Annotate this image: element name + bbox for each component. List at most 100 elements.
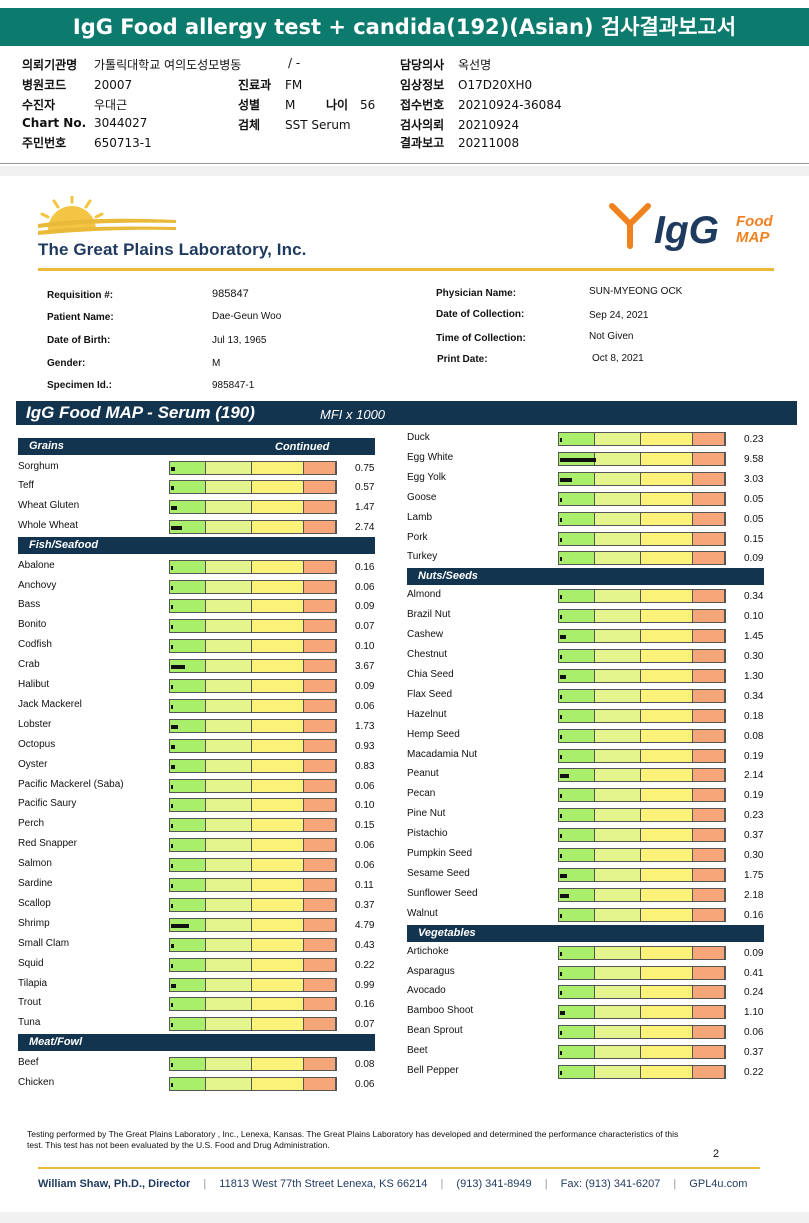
mild-zone	[595, 512, 641, 525]
normal-zone	[559, 769, 595, 782]
value-fill	[560, 674, 566, 679]
normal-zone	[559, 552, 595, 565]
value-fill	[560, 774, 569, 779]
mild-zone	[206, 739, 252, 752]
reactivity-bar	[558, 649, 726, 663]
mild-zone	[595, 809, 641, 822]
high-zone	[693, 492, 725, 505]
food-brand: Food	[736, 213, 773, 230]
normal-zone	[170, 958, 206, 971]
normal-zone	[170, 819, 206, 832]
food-value: 1.73	[355, 720, 375, 732]
food-name: Cashew	[407, 629, 444, 641]
moderate-zone	[641, 492, 693, 505]
value-fill	[560, 537, 562, 542]
food-name: Tilapia	[18, 977, 48, 989]
high-zone	[304, 779, 336, 792]
reactivity-bar	[558, 491, 726, 506]
result-row-beef: Beef 0.08	[18, 1054, 398, 1074]
moderate-zone	[252, 660, 304, 673]
result-row-pacific-mackerel-saba: Pacific Mackerel (Saba) 0.06	[18, 776, 398, 796]
value-fill	[171, 983, 176, 988]
high-zone	[693, 689, 725, 702]
normal-zone	[170, 640, 206, 653]
value-fill	[560, 615, 562, 620]
footer-address: 11813 West 77th Street Lenexa, KS 66214	[219, 1178, 428, 1190]
food-map-brand: Food MAP	[736, 214, 773, 246]
dept-label: 진료과	[238, 78, 272, 92]
food-value: 0.34	[744, 591, 764, 603]
food-value: 0.08	[744, 730, 764, 742]
result-row-red-snapper: Red Snapper 0.06	[18, 835, 398, 855]
high-zone	[304, 839, 336, 852]
result-row-egg-white: Egg White 9.58	[407, 449, 787, 469]
mild-zone	[595, 868, 641, 881]
reactivity-bar	[558, 907, 726, 922]
normal-zone	[170, 580, 206, 593]
food-value: 0.08	[355, 1058, 375, 1070]
reactivity-bar	[558, 828, 726, 843]
value-fill	[171, 744, 176, 749]
reactivity-bar	[558, 867, 726, 882]
reactivity-bar	[558, 688, 726, 703]
result-row-bonito: Bonito 0.07	[18, 616, 398, 636]
category-label: Grains	[29, 440, 64, 452]
request-value: 20210924	[458, 118, 520, 132]
food-value: 0.30	[744, 850, 764, 861]
result-row-salmon: Salmon 0.06	[18, 855, 398, 875]
value-fill	[171, 963, 173, 968]
reactivity-bar	[169, 897, 337, 912]
reactivity-bar	[558, 788, 726, 803]
food-value: 0.10	[744, 611, 764, 623]
high-zone	[693, 1006, 725, 1019]
food-value: 0.06	[744, 1027, 764, 1039]
age-label: 나이	[326, 98, 349, 112]
normal-zone	[559, 1066, 595, 1078]
food-value: 0.16	[744, 909, 764, 921]
value-fill	[171, 764, 175, 769]
chart-no-label: Chart No.	[22, 116, 87, 130]
mild-zone	[206, 779, 252, 792]
result-row-walnut: Walnut 0.16	[407, 905, 787, 925]
high-zone	[304, 501, 336, 514]
moderate-zone	[641, 669, 693, 682]
normal-zone	[559, 532, 595, 545]
reactivity-bar	[558, 1045, 726, 1060]
result-row-flax-seed: Flax Seed 0.34	[407, 686, 787, 706]
result-row-hazelnut: Hazelnut 0.18	[407, 706, 787, 726]
results-units: MFI x 1000	[320, 407, 386, 422]
value-fill	[560, 873, 568, 878]
food-name: Bass	[18, 599, 41, 611]
high-zone	[304, 998, 336, 1011]
value-fill	[560, 497, 562, 502]
food-value: 3.03	[744, 473, 764, 485]
mild-zone	[206, 978, 252, 991]
food-value: 0.06	[355, 860, 375, 872]
food-name: Pine Nut	[407, 808, 446, 820]
moderate-zone	[252, 958, 304, 971]
normal-zone	[559, 590, 595, 603]
specimen-id-label: Specimen Id.:	[47, 380, 113, 391]
moderate-zone	[641, 888, 693, 901]
result-row-duck: Duck 0.23	[407, 429, 787, 449]
result-row-teff: Teff 0.57	[18, 477, 398, 497]
food-value: 0.22	[355, 959, 375, 971]
high-zone	[693, 1066, 725, 1078]
result-row-almond: Almond 0.34	[407, 586, 787, 606]
institution-slash: / -	[288, 56, 301, 70]
food-name: Pork	[407, 531, 428, 543]
reactivity-bar	[558, 432, 726, 446]
result-row-sardine: Sardine 0.11	[18, 875, 398, 895]
value-fill	[560, 714, 562, 719]
high-zone	[304, 938, 336, 951]
reactivity-bar	[169, 480, 337, 495]
food-value: 1.30	[744, 670, 764, 682]
result-row-lobster: Lobster 1.73	[18, 716, 398, 736]
footer-website-link[interactable]: GPL4u.com	[689, 1178, 748, 1190]
moderate-zone	[641, 590, 693, 603]
food-value: 0.10	[355, 641, 375, 653]
mild-zone	[206, 1077, 252, 1090]
food-value: 0.30	[744, 651, 764, 662]
reactivity-bar	[558, 531, 726, 546]
food-name: Sesame Seed	[407, 867, 470, 879]
